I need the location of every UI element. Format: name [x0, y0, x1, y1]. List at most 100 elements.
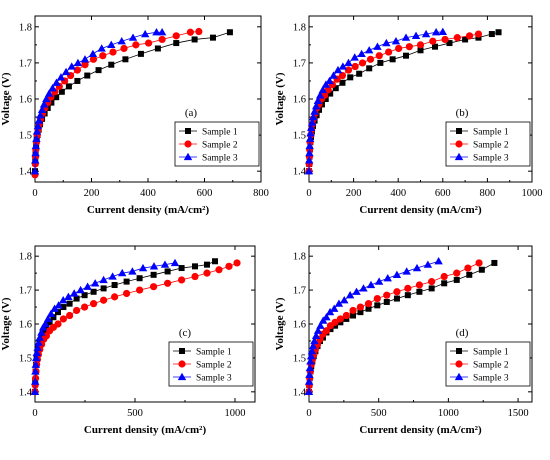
data-point: [334, 299, 344, 307]
data-point: [412, 263, 422, 272]
data-point: [349, 306, 357, 315]
data-point: [325, 76, 334, 85]
data-point: [70, 289, 79, 297]
data-point: [374, 277, 384, 285]
data-point: [178, 276, 186, 284]
data-point: [475, 34, 482, 41]
data-point: [170, 258, 180, 267]
data-point: [54, 320, 62, 328]
y-tick-label: 1.5: [293, 353, 306, 364]
series-sample-3: [30, 28, 167, 175]
panel-label: (b): [456, 107, 469, 119]
data-point: [333, 65, 343, 74]
data-point: [365, 305, 372, 312]
y-tick-label: 1.5: [19, 353, 32, 364]
legend-label: Sample 2: [202, 141, 238, 151]
data-point: [164, 279, 172, 287]
data-point: [80, 55, 90, 63]
data-point: [345, 290, 355, 299]
y-tick-label: 1.8: [293, 252, 306, 263]
y-tick-label: 1.8: [293, 22, 306, 33]
data-point: [307, 346, 317, 355]
data-point: [43, 324, 50, 331]
data-point: [332, 85, 339, 92]
data-point: [327, 90, 334, 97]
data-point: [488, 31, 495, 38]
panel-label: (a): [185, 107, 198, 119]
data-point: [344, 66, 353, 74]
data-point: [364, 300, 373, 308]
data-point: [31, 148, 40, 157]
legend-marker: [183, 152, 193, 161]
data-point: [52, 78, 61, 86]
data-point: [342, 311, 350, 320]
data-point: [117, 37, 126, 45]
data-point: [90, 288, 97, 295]
y-tick-label: 1.6: [19, 95, 32, 106]
series-sample-3: [304, 257, 443, 395]
data-point: [311, 102, 321, 110]
y-tick-label: 1.4: [293, 167, 307, 178]
data-point: [313, 326, 323, 334]
data-point: [336, 315, 344, 323]
x-tick-label: 0: [32, 188, 37, 199]
data-point: [50, 314, 57, 321]
data-point: [31, 360, 40, 368]
x-tick-label: 200: [346, 188, 362, 199]
legend-label: Sample 3: [473, 154, 509, 164]
data-point: [136, 275, 143, 282]
data-point: [32, 353, 41, 362]
data-point: [59, 315, 67, 323]
x-tick-label: 800: [253, 188, 269, 199]
data-point: [358, 59, 367, 67]
data-point: [209, 34, 216, 41]
data-point: [30, 387, 40, 395]
data-point: [417, 47, 424, 54]
data-point: [90, 300, 98, 308]
data-point: [318, 85, 328, 94]
chart-panel: 0 200 400 600 800 1.4 1.5 1.6 1.7 1.8 Current dens…: [0, 15, 269, 216]
panel-label: (c): [179, 327, 192, 339]
data-point: [109, 48, 117, 56]
data-point: [344, 58, 353, 67]
data-point: [123, 278, 130, 285]
data-point: [389, 56, 396, 63]
data-point: [76, 285, 85, 294]
data-point: [44, 89, 54, 97]
data-point: [123, 289, 131, 298]
data-point: [89, 55, 98, 63]
series-sample-3: [304, 27, 447, 175]
data-point: [306, 129, 315, 137]
legend-label: Sample 2: [196, 361, 232, 371]
legend: Sample 1 Sample 2 Sample 3: [168, 341, 254, 387]
data-point: [100, 285, 107, 292]
x-tick-label: 0: [306, 408, 311, 419]
data-point: [495, 29, 502, 36]
data-point: [366, 280, 376, 289]
data-point: [428, 278, 436, 286]
x-tick-label: 400: [140, 188, 156, 199]
data-point: [347, 74, 354, 81]
data-point: [465, 32, 474, 40]
data-point: [46, 309, 56, 317]
data-point: [32, 127, 42, 135]
x-tick-label: 500: [371, 408, 387, 419]
data-point: [491, 259, 498, 266]
x-tick-label: 500: [127, 408, 143, 419]
data-point: [32, 134, 41, 142]
data-point: [157, 28, 167, 36]
y-tick-label: 1.4: [293, 387, 307, 398]
data-point: [225, 262, 233, 270]
x-tick-label: 200: [84, 188, 100, 199]
data-point: [215, 266, 223, 274]
data-point: [453, 276, 460, 283]
data-point: [149, 262, 159, 270]
data-point: [395, 44, 403, 53]
data-point: [434, 257, 443, 265]
data-point: [31, 367, 40, 375]
data-point: [59, 296, 68, 304]
data-point: [95, 67, 102, 74]
data-point: [356, 303, 365, 311]
data-point: [39, 100, 49, 108]
data-point: [401, 33, 411, 41]
